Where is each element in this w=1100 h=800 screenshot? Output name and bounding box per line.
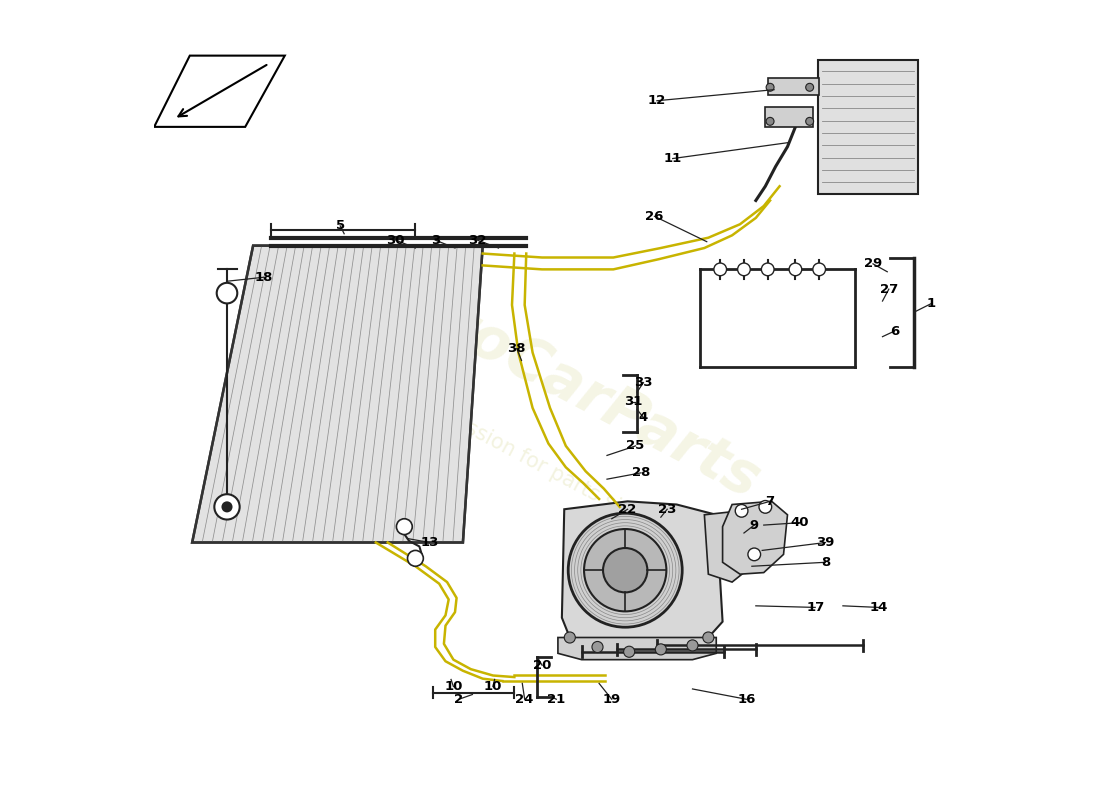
- Circle shape: [789, 263, 802, 276]
- Text: 7: 7: [766, 495, 774, 508]
- Text: 13: 13: [420, 536, 439, 549]
- Circle shape: [656, 644, 667, 655]
- Circle shape: [813, 263, 825, 276]
- Circle shape: [407, 550, 424, 566]
- Text: 30: 30: [386, 234, 405, 246]
- Text: 33: 33: [635, 376, 652, 389]
- Text: 25: 25: [626, 439, 645, 453]
- Circle shape: [564, 632, 575, 643]
- Text: 31: 31: [624, 395, 642, 408]
- Circle shape: [766, 83, 774, 91]
- Bar: [766, 107, 813, 127]
- Text: 11: 11: [663, 152, 682, 165]
- Text: 14: 14: [869, 601, 888, 614]
- Circle shape: [805, 118, 814, 126]
- Circle shape: [759, 501, 772, 514]
- Text: a passion for parts since 1985: a passion for parts since 1985: [422, 396, 710, 562]
- Circle shape: [569, 514, 682, 627]
- Text: 4: 4: [639, 411, 648, 424]
- Text: 12: 12: [648, 94, 666, 107]
- Text: 20: 20: [532, 658, 551, 672]
- Polygon shape: [192, 246, 483, 542]
- Text: 40: 40: [790, 516, 808, 530]
- Circle shape: [603, 548, 648, 592]
- Circle shape: [624, 646, 635, 658]
- Polygon shape: [723, 502, 788, 574]
- Circle shape: [735, 505, 748, 517]
- Circle shape: [766, 118, 774, 126]
- Text: 24: 24: [516, 693, 534, 706]
- FancyBboxPatch shape: [817, 59, 918, 194]
- Circle shape: [805, 83, 814, 91]
- Text: 18: 18: [254, 270, 273, 284]
- Text: 1: 1: [927, 297, 936, 310]
- Circle shape: [221, 502, 232, 513]
- Text: 9: 9: [750, 518, 759, 531]
- Circle shape: [738, 263, 750, 276]
- Text: 27: 27: [880, 282, 898, 296]
- Circle shape: [714, 263, 726, 276]
- Text: 5: 5: [336, 219, 344, 232]
- Text: 29: 29: [864, 258, 882, 270]
- Text: 16: 16: [737, 693, 756, 706]
- Polygon shape: [704, 511, 756, 582]
- Text: 6: 6: [890, 325, 899, 338]
- Circle shape: [396, 518, 412, 534]
- Circle shape: [217, 283, 238, 303]
- Polygon shape: [558, 638, 716, 660]
- Text: 28: 28: [631, 466, 650, 479]
- Circle shape: [748, 548, 760, 561]
- Ellipse shape: [570, 522, 681, 618]
- Text: 17: 17: [806, 601, 824, 614]
- Text: 10: 10: [444, 680, 463, 693]
- Text: 23: 23: [658, 502, 676, 516]
- Circle shape: [584, 529, 667, 611]
- Text: 39: 39: [816, 536, 835, 549]
- Text: 22: 22: [618, 502, 637, 516]
- Text: 26: 26: [646, 210, 663, 223]
- Text: 21: 21: [547, 693, 565, 706]
- Text: 3: 3: [430, 234, 440, 246]
- Text: 8: 8: [821, 556, 830, 569]
- Text: 2: 2: [454, 693, 463, 706]
- Text: 32: 32: [468, 234, 486, 246]
- Circle shape: [761, 263, 774, 276]
- Text: EuroCarParts: EuroCarParts: [362, 258, 770, 510]
- Circle shape: [703, 632, 714, 643]
- Bar: [768, 78, 820, 95]
- Text: 38: 38: [507, 342, 526, 355]
- Circle shape: [214, 494, 240, 519]
- Circle shape: [688, 640, 698, 651]
- Circle shape: [592, 642, 603, 653]
- Text: 10: 10: [484, 680, 503, 693]
- Polygon shape: [562, 502, 723, 644]
- Text: 19: 19: [603, 693, 620, 706]
